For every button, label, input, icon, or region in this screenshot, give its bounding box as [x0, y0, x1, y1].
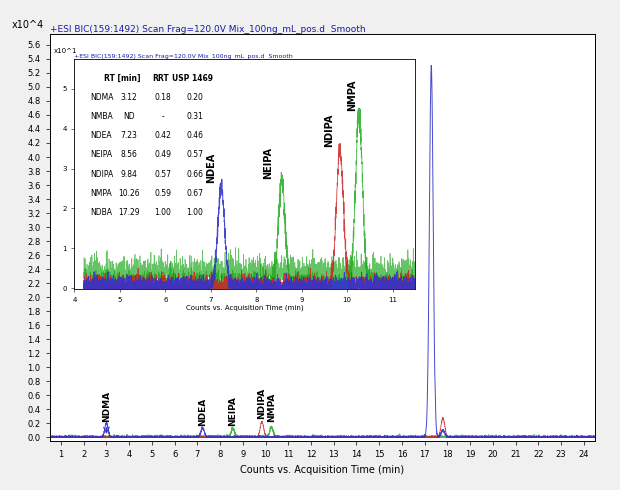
X-axis label: Counts vs. Acquisition Time (min): Counts vs. Acquisition Time (min) — [241, 465, 404, 475]
Text: 7.23: 7.23 — [120, 131, 138, 140]
Text: NMPA: NMPA — [91, 189, 112, 197]
Text: 1.00: 1.00 — [187, 208, 203, 217]
Text: NDMA: NDMA — [102, 391, 111, 422]
Text: 0.42: 0.42 — [154, 131, 172, 140]
Text: 8.56: 8.56 — [120, 150, 138, 159]
Text: NDEA: NDEA — [91, 131, 112, 140]
Text: 0.31: 0.31 — [187, 112, 203, 121]
Text: USP 1469: USP 1469 — [172, 74, 213, 83]
Text: +ESI BIC(159:1492) Scan Frag=120.0V Mix_100ng_mL_pos.d  Smooth: +ESI BIC(159:1492) Scan Frag=120.0V Mix_… — [74, 53, 293, 59]
Text: 0.57: 0.57 — [187, 150, 203, 159]
Text: RRT: RRT — [153, 74, 169, 83]
Text: ND: ND — [123, 112, 135, 121]
Text: NDEA: NDEA — [206, 152, 216, 183]
Text: 1.00: 1.00 — [154, 208, 172, 217]
Text: x10^1: x10^1 — [54, 48, 78, 54]
Text: 0.66: 0.66 — [187, 170, 203, 178]
Text: NMBA: NMBA — [91, 112, 113, 121]
Text: NEIPA: NEIPA — [228, 396, 237, 426]
Text: NEIPA: NEIPA — [263, 147, 273, 178]
Text: NMPA: NMPA — [347, 79, 356, 111]
Text: 0.67: 0.67 — [187, 189, 203, 197]
Text: +ESI BIC(159:1492) Scan Frag=120.0V Mix_100ng_mL_pos.d  Smooth: +ESI BIC(159:1492) Scan Frag=120.0V Mix_… — [50, 24, 365, 33]
Text: 0.49: 0.49 — [154, 150, 172, 159]
Text: NDEA: NDEA — [198, 397, 207, 426]
Text: NMPA: NMPA — [267, 392, 276, 422]
Text: 0.57: 0.57 — [154, 170, 172, 178]
Text: 0.18: 0.18 — [154, 93, 172, 102]
X-axis label: Counts vs. Acquisition Time (min): Counts vs. Acquisition Time (min) — [186, 304, 304, 311]
Text: 3.12: 3.12 — [120, 93, 138, 102]
Text: 0.46: 0.46 — [187, 131, 203, 140]
Text: NDIPA: NDIPA — [324, 113, 334, 147]
Text: NDMA: NDMA — [91, 93, 114, 102]
Text: 9.84: 9.84 — [120, 170, 138, 178]
Text: 0.59: 0.59 — [154, 189, 172, 197]
Text: NEIPA: NEIPA — [91, 150, 112, 159]
Text: -: - — [162, 112, 164, 121]
Text: 17.29: 17.29 — [118, 208, 140, 217]
Text: x10^4: x10^4 — [11, 20, 43, 30]
Text: RT [min]: RT [min] — [104, 74, 140, 83]
Text: NDIPA: NDIPA — [91, 170, 113, 178]
Text: 0.20: 0.20 — [187, 93, 203, 102]
Text: 10.26: 10.26 — [118, 189, 140, 197]
Text: NDBA: NDBA — [91, 208, 112, 217]
Text: NDIPA: NDIPA — [257, 388, 267, 419]
